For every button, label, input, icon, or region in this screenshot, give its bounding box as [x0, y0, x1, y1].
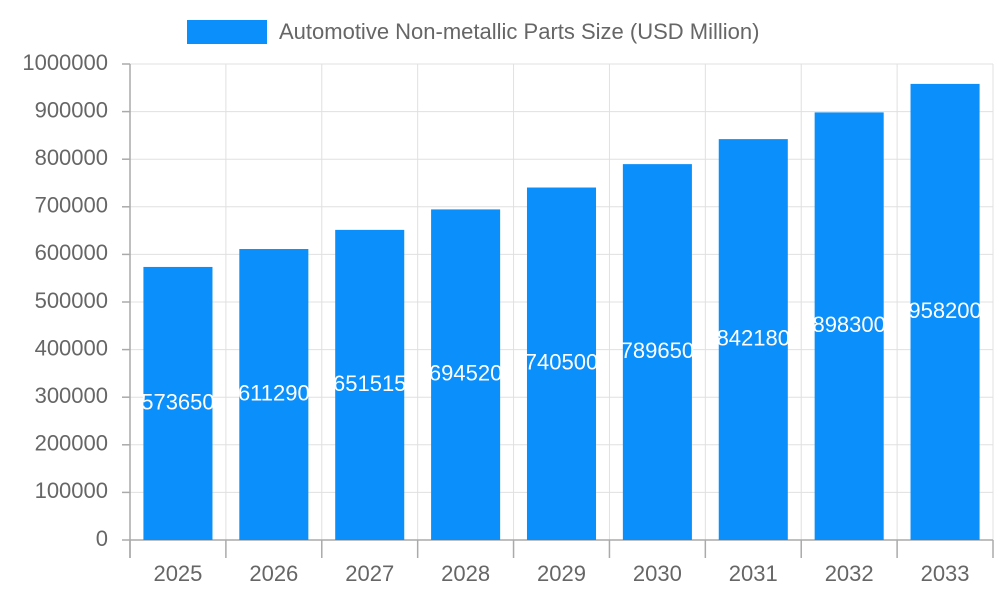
- bar: [335, 229, 405, 541]
- bar-value-label: 651515: [333, 371, 406, 396]
- bar-value-label: 573650: [141, 389, 214, 414]
- x-tick-label: 2029: [537, 561, 586, 586]
- bar: [910, 83, 980, 541]
- x-tick-label: 2025: [153, 561, 202, 586]
- bar-value-label: 958200: [908, 298, 981, 323]
- bar: [526, 187, 597, 540]
- x-tick-label: 2027: [345, 561, 394, 586]
- y-tick-label: 600000: [35, 240, 108, 265]
- bar-value-label: 898300: [812, 312, 885, 337]
- bar-value-label: 740500: [525, 350, 598, 375]
- bar-value-label: 842180: [717, 325, 790, 350]
- y-tick-label: 400000: [35, 335, 108, 360]
- legend-swatch: [187, 20, 267, 44]
- y-tick-label: 800000: [35, 145, 108, 170]
- bar: [718, 139, 788, 540]
- legend-label: Automotive Non-metallic Parts Size (USD …: [279, 19, 759, 44]
- x-tick-label: 2031: [729, 561, 778, 586]
- bar: [239, 249, 309, 541]
- bar: [814, 112, 884, 540]
- y-tick-label: 300000: [35, 383, 108, 408]
- bar: [431, 209, 501, 540]
- y-tick-label: 100000: [35, 478, 108, 503]
- bar: [622, 164, 692, 541]
- y-tick-label: 500000: [35, 288, 108, 313]
- bar-value-label: 694520: [429, 361, 502, 386]
- bar-value-label: 611290: [238, 380, 310, 405]
- x-tick-label: 2032: [825, 561, 874, 586]
- y-tick-label: 700000: [35, 193, 108, 218]
- y-tick-label: 1000000: [22, 50, 108, 75]
- bar: [143, 266, 213, 540]
- x-tick-label: 2026: [249, 561, 298, 586]
- x-tick-label: 2030: [633, 561, 682, 586]
- bar-value-label: 789650: [621, 338, 694, 363]
- y-tick-label: 900000: [35, 97, 108, 122]
- x-tick-label: 2028: [441, 561, 490, 586]
- x-tick-label: 2033: [921, 561, 970, 586]
- y-tick-label: 0: [96, 526, 108, 551]
- y-tick-label: 200000: [35, 431, 108, 456]
